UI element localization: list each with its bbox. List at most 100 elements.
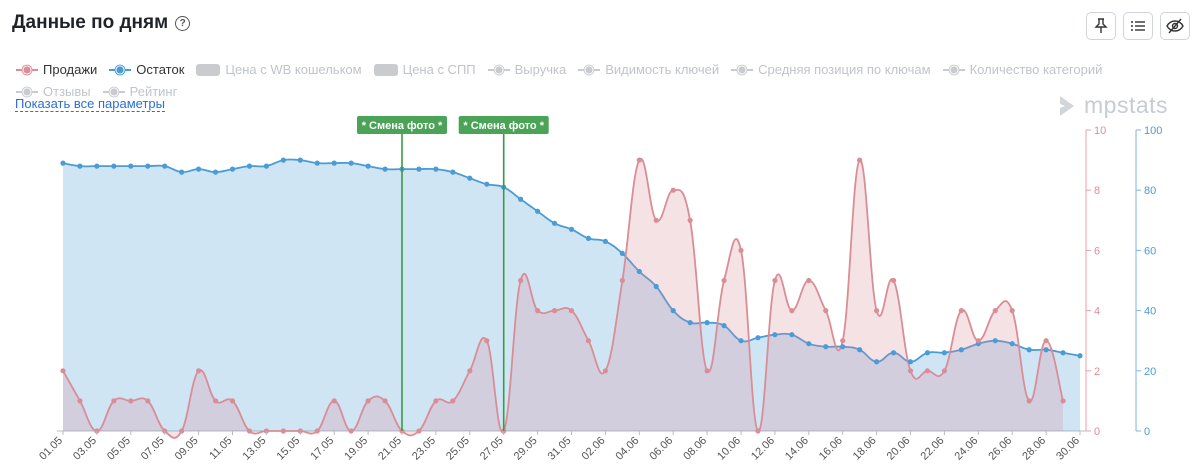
stock-point (1009, 341, 1015, 347)
mpstats-logo-icon (1060, 95, 1074, 116)
legend-item[interactable]: Видимость ключей (578, 62, 719, 77)
legend-marker (16, 64, 38, 76)
sales-point (484, 338, 490, 344)
annotation-label: * Смена фото * (463, 120, 544, 132)
sales-point (128, 398, 134, 404)
sales-point (704, 368, 710, 374)
sales-point (314, 428, 320, 434)
y-right-tick-label: 20 (1144, 366, 1156, 378)
stock-point (111, 163, 117, 169)
stock-point (857, 347, 863, 353)
sales-point (1060, 398, 1066, 404)
legend-item[interactable]: Цена с WB кошельком (196, 62, 362, 77)
sales-point (77, 398, 83, 404)
legend-marker (16, 86, 38, 98)
y-left-tick-label: 8 (1094, 185, 1100, 197)
stock-point (196, 166, 202, 172)
pin-icon (1094, 18, 1108, 33)
list-button[interactable] (1123, 12, 1153, 40)
x-tick-label: 17.05 (308, 435, 336, 463)
list-icon (1131, 21, 1145, 31)
help-icon[interactable]: ? (175, 15, 191, 31)
sales-point (857, 157, 863, 163)
brand-logo: mpstats (1058, 92, 1168, 119)
legend-marker (731, 64, 754, 76)
sales-point (738, 247, 744, 253)
legend-marker (102, 86, 125, 98)
legend-label: Количество категорий (969, 62, 1103, 77)
stock-point (212, 169, 219, 175)
legend-item[interactable]: Отзывы (16, 84, 91, 99)
sales-point (687, 217, 693, 223)
show-all-params-link[interactable]: Показать все параметры (15, 96, 165, 112)
stock-point (602, 238, 609, 244)
legend-item[interactable]: Рейтинг (102, 84, 177, 99)
stock-point (314, 160, 320, 166)
legend-item[interactable]: Остаток (109, 62, 184, 77)
title-row: Данные по дням ? (12, 12, 191, 34)
stock-area (63, 159, 1080, 432)
stock-point (1060, 350, 1066, 356)
chart-legend: Продажи Остаток Цена с WB кошельком Цена с … (16, 62, 1126, 99)
sales-point (840, 338, 846, 344)
stock-point (721, 323, 727, 329)
sales-point (535, 308, 541, 314)
x-tick-label: 31.05 (546, 435, 574, 463)
sales-point (924, 368, 931, 374)
eye-off-icon (1166, 18, 1184, 34)
sales-point (789, 308, 795, 314)
x-tick-label: 02.06 (580, 435, 608, 463)
sales-point (619, 277, 625, 284)
legend-item[interactable]: Средняя позиция по ключам (731, 62, 931, 77)
sales-point (975, 338, 981, 344)
stock-point (619, 250, 625, 257)
legend-marker (942, 64, 965, 76)
x-tick-label: 23.05 (410, 435, 438, 463)
x-tick-label: 11.05 (207, 435, 234, 462)
x-tick-label: 21.05 (376, 435, 404, 463)
legend-item[interactable]: Выручка (487, 62, 567, 77)
x-tick-label: 14.06 (783, 435, 811, 463)
stock-point (890, 350, 897, 356)
stock-point (670, 308, 676, 314)
stock-point (229, 166, 236, 172)
legend-label: Видимость ключей (605, 62, 720, 77)
stock-point (687, 320, 693, 326)
legend-label: Выручка (514, 62, 567, 77)
sales-point (958, 308, 964, 314)
stock-point (94, 163, 100, 169)
sales-point (874, 308, 880, 314)
sales-point (145, 398, 151, 404)
legend-marker (487, 64, 510, 76)
stock-point (382, 166, 388, 172)
x-tick-label: 22.06 (919, 435, 947, 463)
sales-point (229, 398, 236, 404)
sales-point (992, 308, 998, 314)
x-tick-label: 20.06 (885, 435, 913, 463)
sales-point (636, 157, 642, 163)
y-right-tick-label: 80 (1144, 185, 1156, 197)
y-left-tick-label: 4 (1094, 306, 1100, 318)
x-tick-label: 25.05 (444, 435, 472, 463)
sales-point (518, 277, 524, 284)
legend-item[interactable]: Продажи (16, 62, 97, 77)
stock-point (77, 163, 83, 169)
legend-item[interactable]: Цена с СПП (373, 62, 476, 77)
stock-point (704, 320, 710, 326)
stock-point (806, 341, 812, 347)
stock-point (1043, 347, 1049, 353)
legend-label: Продажи (43, 62, 98, 77)
pin-button[interactable] (1086, 12, 1116, 40)
stock-point (535, 208, 541, 214)
hide-button[interactable] (1160, 12, 1190, 40)
stock-point (941, 350, 948, 356)
stock-point (297, 157, 303, 163)
brand-name: mpstats (1084, 92, 1169, 118)
sales-point (416, 428, 422, 434)
x-tick-label: 26.06 (986, 435, 1014, 463)
sales-point (467, 368, 473, 374)
legend-label: Отзывы (43, 84, 91, 99)
legend-item[interactable]: Количество категорий (942, 62, 1103, 77)
page-title: Данные по дням (12, 12, 169, 33)
